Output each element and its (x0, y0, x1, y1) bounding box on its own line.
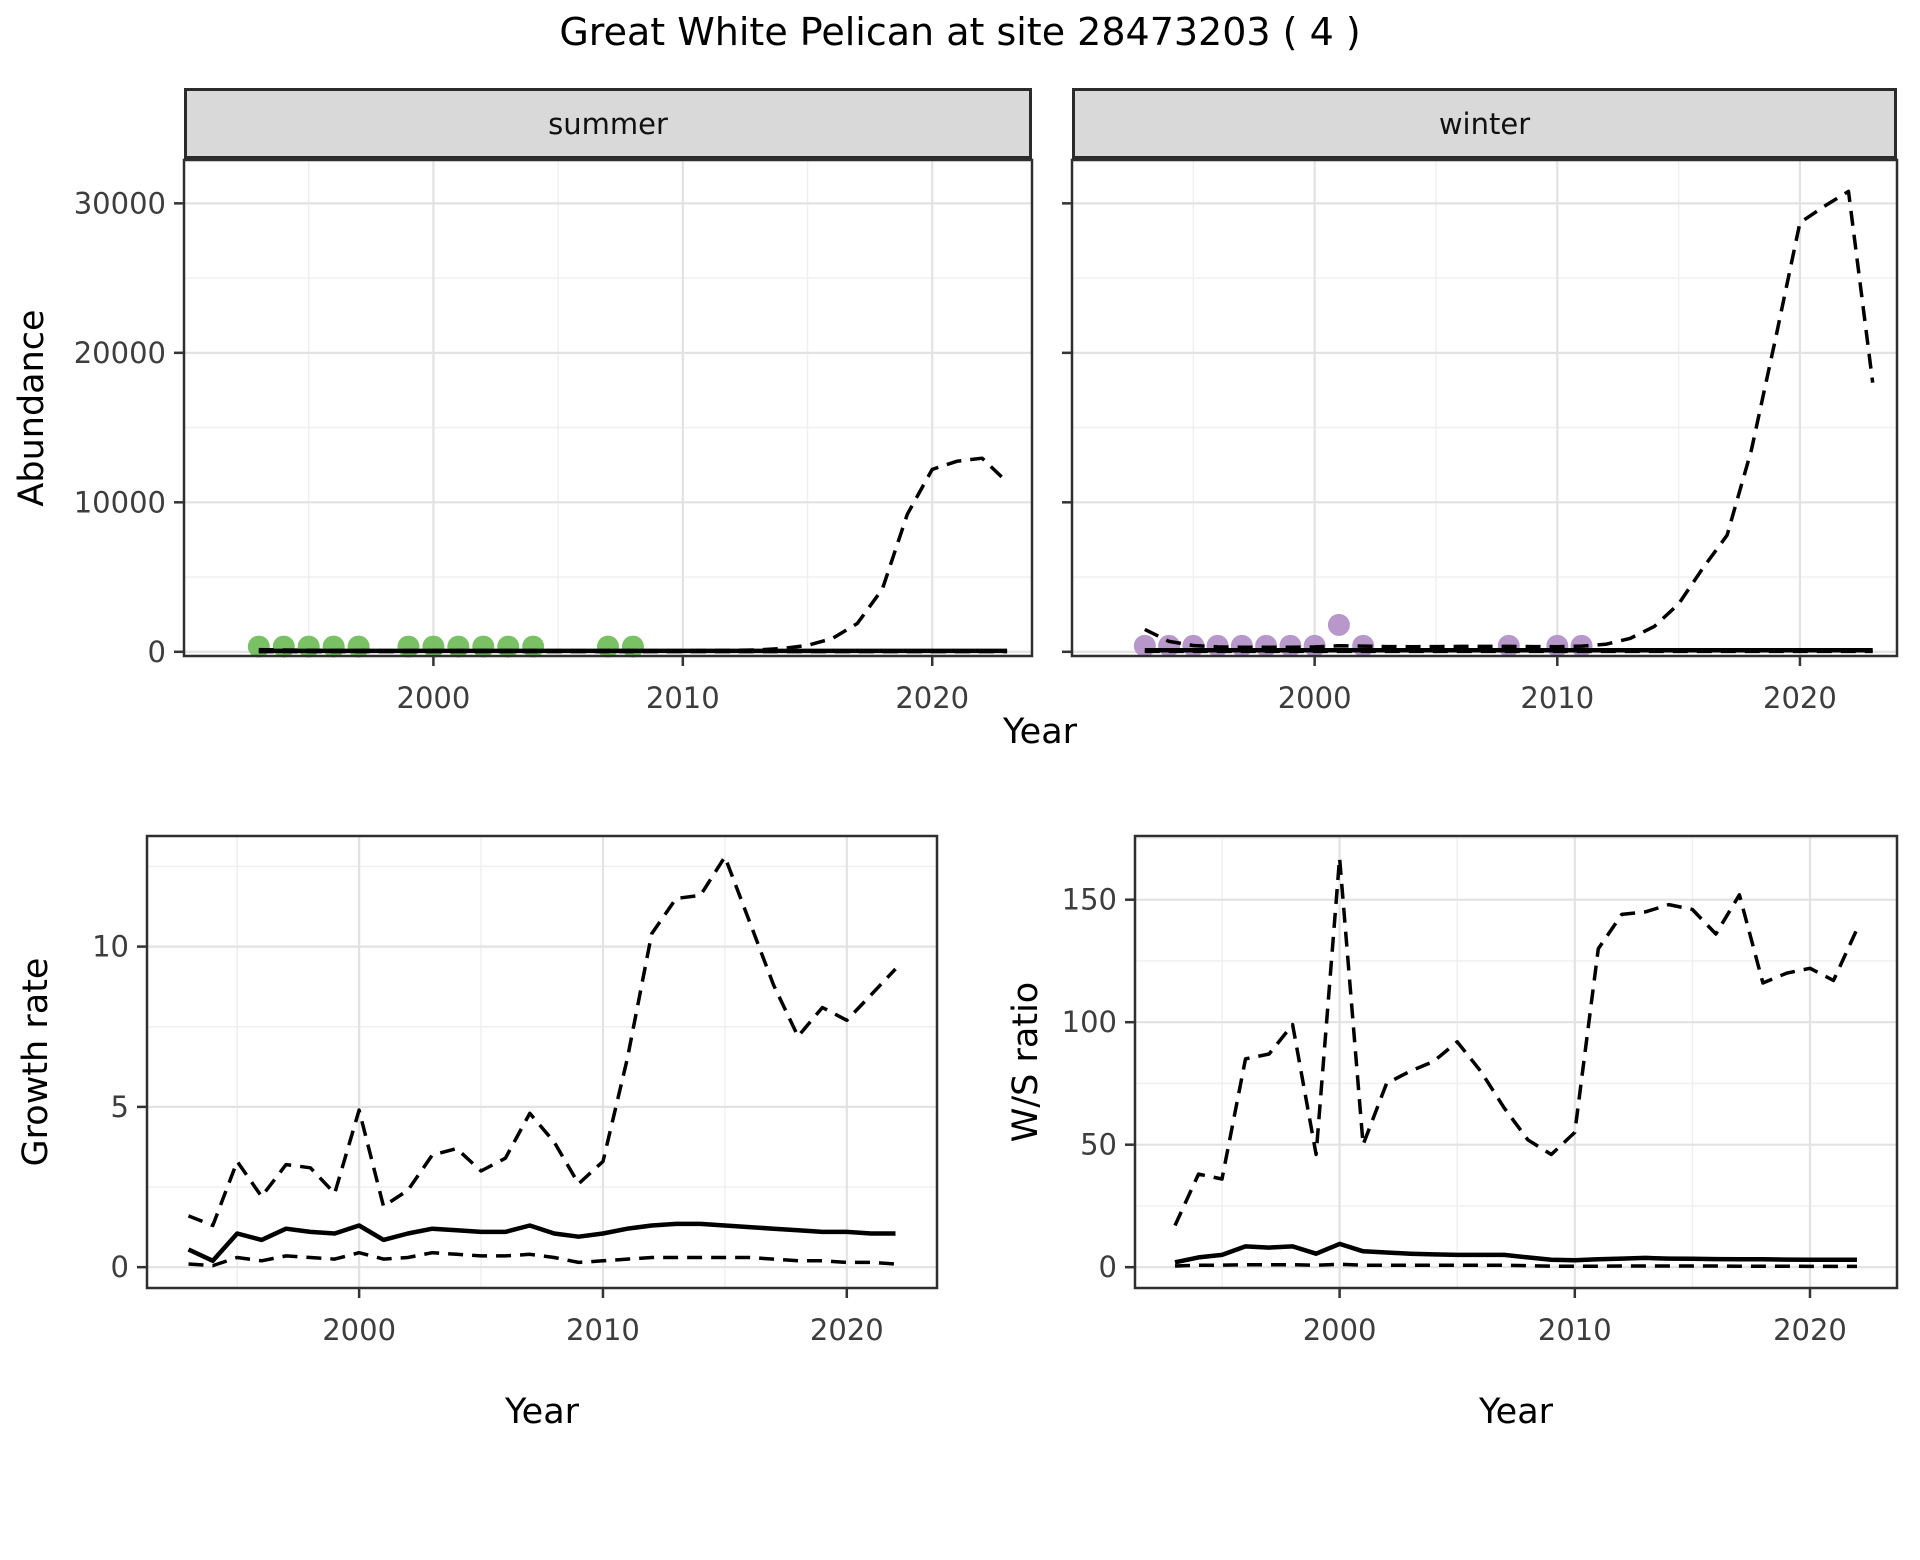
observed-point (247, 635, 270, 658)
x-tick-label: 2000 (397, 681, 471, 715)
observed-point (422, 635, 445, 658)
x-tick-label: 2010 (566, 1313, 640, 1347)
panel-border (182, 158, 1034, 658)
observed-point (447, 635, 470, 658)
panel-background (1072, 160, 1897, 656)
facet-strip-winter-label: winter (1438, 106, 1531, 141)
series-line-upper_95ci (1173, 856, 1859, 1227)
panel-background (1135, 836, 1897, 1288)
x-tick-label: 2010 (646, 681, 720, 715)
figure-title: Great White Pelican at site 28473203 ( 4… (559, 10, 1361, 54)
observed-point (347, 635, 370, 658)
observed-point (1158, 634, 1181, 657)
observed-point (472, 635, 495, 658)
panel-border (1070, 158, 1899, 658)
series-line-median (187, 1221, 896, 1264)
facet-strip-summer-label: summer (548, 106, 668, 141)
year-axis-label-ws: Year (1478, 1392, 1554, 1432)
year-axis-label-top: Year (1002, 712, 1078, 752)
observed-point (597, 635, 619, 658)
x-tick-label: 2000 (1303, 1313, 1377, 1347)
series-line-median (1174, 1241, 1857, 1265)
y-tick-label: 30000 (74, 186, 166, 220)
x-tick-label: 2020 (895, 681, 969, 715)
observed-point (322, 635, 345, 658)
panel-border (1133, 834, 1899, 1290)
observed-point (397, 635, 420, 658)
abundance-summer-panel: 2000 2010 2020 0 10000 20000 30000 (74, 158, 1034, 715)
series-line-lower_95ci (1174, 1262, 1857, 1269)
observed-point (1327, 613, 1350, 636)
observed-point (522, 635, 545, 658)
x-tick-label: 2000 (322, 1313, 396, 1347)
y-tick-label: 0 (111, 1250, 129, 1284)
series-line-upper_95ci (1144, 189, 1875, 650)
observed-point (1133, 634, 1156, 657)
x-tick-label: 2010 (1520, 681, 1594, 715)
series-line-upper_95ci (187, 855, 897, 1228)
x-tick-label: 2020 (810, 1313, 884, 1347)
ws-ratio-panel: 2000 2010 2020 0 50 100 150 (1062, 834, 1899, 1347)
observed-point (621, 635, 644, 658)
y-tick-label: 150 (1062, 883, 1117, 917)
panel-border (145, 834, 939, 1290)
growth-rate-panel: 2000 2010 2020 0 5 10 (92, 834, 939, 1347)
y-tick-label: 50 (1080, 1128, 1117, 1162)
y-tick-label: 0 (1099, 1250, 1117, 1284)
y-tick-label: 10 (92, 930, 129, 964)
observed-point (497, 635, 520, 658)
x-tick-label: 2010 (1538, 1313, 1612, 1347)
y-tick-label: 0 (148, 635, 166, 669)
x-tick-label: 2020 (1773, 1313, 1847, 1347)
y-tick-label: 20000 (74, 336, 166, 370)
facet-strip-summer: summer (184, 88, 1032, 160)
facet-strip-winter: winter (1072, 88, 1897, 160)
panel-background (147, 836, 937, 1288)
observed-point (272, 635, 295, 658)
x-tick-label: 2000 (1278, 681, 1352, 715)
x-tick-label: 2020 (1763, 681, 1837, 715)
year-axis-label-growth: Year (504, 1392, 580, 1432)
observed-point (297, 635, 320, 658)
abundance-winter-panel: 2000 2010 2020 (1062, 158, 1899, 715)
y-tick-label: 10000 (74, 485, 166, 519)
panel-background (184, 160, 1032, 656)
y-tick-label: 5 (111, 1090, 129, 1124)
y-tick-label: 100 (1062, 1005, 1117, 1039)
